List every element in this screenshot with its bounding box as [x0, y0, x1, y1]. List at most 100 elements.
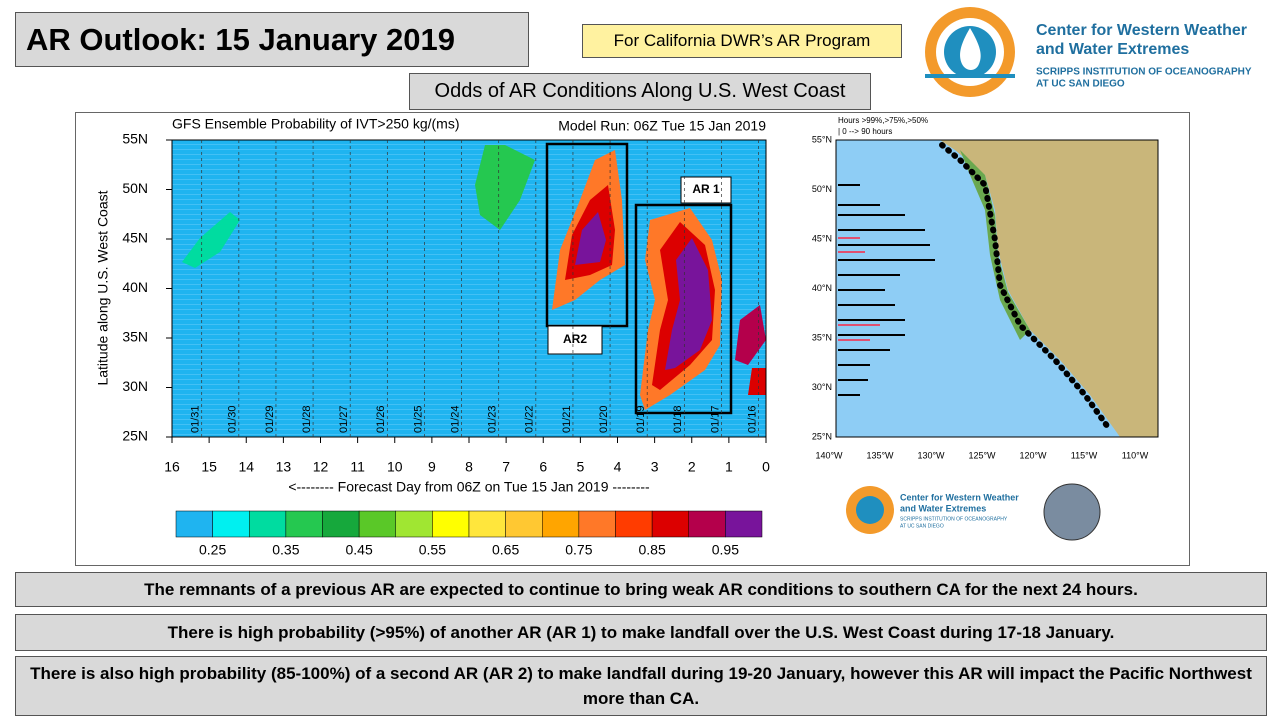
map-frame [835, 139, 1159, 438]
logo-text: Center for Western Weather [1036, 22, 1247, 39]
date-label: 01/17 [709, 405, 721, 433]
map-lon-label: 140°W [815, 450, 843, 460]
date-label: 01/26 [375, 405, 387, 433]
map-lon-label: 115°W [1071, 450, 1098, 460]
map-lat-label: 25°N [812, 431, 832, 441]
date-label: 01/18 [672, 405, 684, 433]
bullet: The remnants of a previous AR are expect… [15, 572, 1267, 607]
y-tick-label: 25N [122, 428, 148, 444]
colorbar-cell [578, 510, 616, 538]
y-tick-label: 35N [122, 329, 148, 345]
date-label: 01/23 [487, 405, 499, 433]
y-tick-label: 50N [122, 180, 148, 196]
bullet: There is also high probability (85-100%)… [15, 656, 1267, 716]
heatmap-patch [575, 212, 606, 265]
logo-drop [960, 28, 981, 70]
map-lat-label: 40°N [812, 283, 832, 293]
graphics: Center for Western Weather and Water Ext… [95, 7, 1252, 558]
date-label: 01/21 [561, 405, 573, 433]
logo-text: SCRIPPS INSTITUTION OF OCEANOGRAPHY [900, 516, 1008, 522]
colorbar-label: 0.95 [712, 542, 739, 558]
date-label: 01/27 [338, 405, 350, 433]
ar1-label: AR 1 [692, 182, 720, 196]
logo-text: AT UC SAN DIEGO [900, 523, 944, 529]
colorbar-label: 0.55 [419, 542, 446, 558]
x-tick-label: 12 [313, 459, 329, 475]
heatmap-patch [748, 368, 766, 395]
x-tick-label: 6 [539, 459, 547, 475]
map-lon-label: 120°W [1019, 450, 1047, 460]
map-lat-label: 45°N [812, 233, 832, 243]
map-legend: Hours >99%,>75%,>50% [838, 116, 928, 125]
map-lon-label: 130°W [917, 450, 945, 460]
map-lat-label: 50°N [812, 184, 832, 194]
colorbar-cell [358, 510, 396, 538]
colorbar-label: 0.85 [639, 542, 666, 558]
map-lon-label: 135°W [866, 450, 894, 460]
date-label: 01/22 [524, 405, 536, 433]
map-lon-label: 125°W [968, 450, 996, 460]
logo-text: and Water Extremes [900, 503, 986, 513]
colorbar-cell [542, 510, 580, 538]
x-tick-label: 10 [387, 459, 403, 475]
ar2-label-box [547, 325, 603, 355]
colorbar-cell [615, 510, 653, 538]
date-label: 01/28 [301, 405, 313, 433]
ar2-label: AR2 [563, 332, 587, 346]
map-legend: | 0 --> 90 hours [838, 127, 892, 136]
colorbar-cell [285, 510, 323, 538]
heatmap-patch [665, 238, 712, 370]
logo-text: Center for Western Weather [900, 492, 1019, 502]
date-label: 01/31 [190, 405, 202, 433]
map-bars [838, 184, 935, 396]
map-lon-label: 110°W [1122, 450, 1149, 460]
heatmap-patch [182, 212, 240, 268]
y-tick-label: 45N [122, 230, 148, 246]
date-label: 01/30 [227, 405, 239, 433]
badge: For California DWR’s AR Program [582, 24, 902, 58]
heatmap-patch [475, 145, 535, 230]
colorbar-label: 0.35 [272, 542, 299, 558]
y-label: Latitude along U.S. West Coast [95, 190, 111, 385]
x-tick-label: 2 [688, 459, 696, 475]
x-tick-label: 8 [465, 459, 473, 475]
map-land [940, 140, 1158, 437]
map-coast-dots [939, 142, 1113, 433]
figure-frame [75, 112, 1190, 566]
plymouth-logo [1043, 483, 1101, 541]
map-lat-label: 35°N [812, 332, 832, 342]
ar1-label-box [680, 176, 732, 204]
date-label: 01/20 [598, 405, 610, 433]
x-tick-label: 9 [428, 459, 436, 475]
colorbar-cell [249, 510, 287, 538]
x-tick-label: 15 [201, 459, 217, 475]
y-tick-label: 30N [122, 378, 148, 394]
title: AR Outlook: 15 January 2019 [15, 12, 529, 67]
bullet: There is high probability (>95%) of anot… [15, 614, 1267, 651]
logo-text: AT UC SAN DIEGO [1036, 79, 1125, 90]
x-tick-label: 13 [276, 459, 292, 475]
colorbar-label: 0.65 [492, 542, 519, 558]
colorbar-cell [395, 510, 433, 538]
x-tick-label: 14 [238, 459, 254, 475]
colorbar-cell [432, 510, 470, 538]
x-tick-label: 0 [762, 459, 770, 475]
date-label: 01/24 [449, 405, 461, 433]
x-tick-label: 3 [651, 459, 659, 475]
logo-core [856, 496, 884, 524]
x-tick-label: 11 [350, 459, 365, 475]
y-tick-label: 40N [122, 279, 148, 295]
colorbar-cell [651, 510, 689, 538]
colorbar-cell [505, 510, 543, 538]
colorbar-cell [468, 510, 506, 538]
colorbar-label: 0.25 [199, 542, 226, 558]
x-tick-label: 16 [164, 459, 180, 475]
colorbar-cell [322, 510, 360, 538]
logo-text: SCRIPPS INSTITUTION OF OCEANOGRAPHY [1036, 67, 1252, 78]
plot-title: GFS Ensemble Probability of IVT>250 kg/(… [172, 116, 460, 132]
date-label: 01/25 [412, 405, 424, 433]
colorbar-cell [688, 510, 726, 538]
logo-wave [925, 74, 1015, 78]
map-lat-label: 30°N [812, 382, 832, 392]
x-label: <-------- Forecast Day from 06Z on Tue 1… [288, 479, 650, 495]
